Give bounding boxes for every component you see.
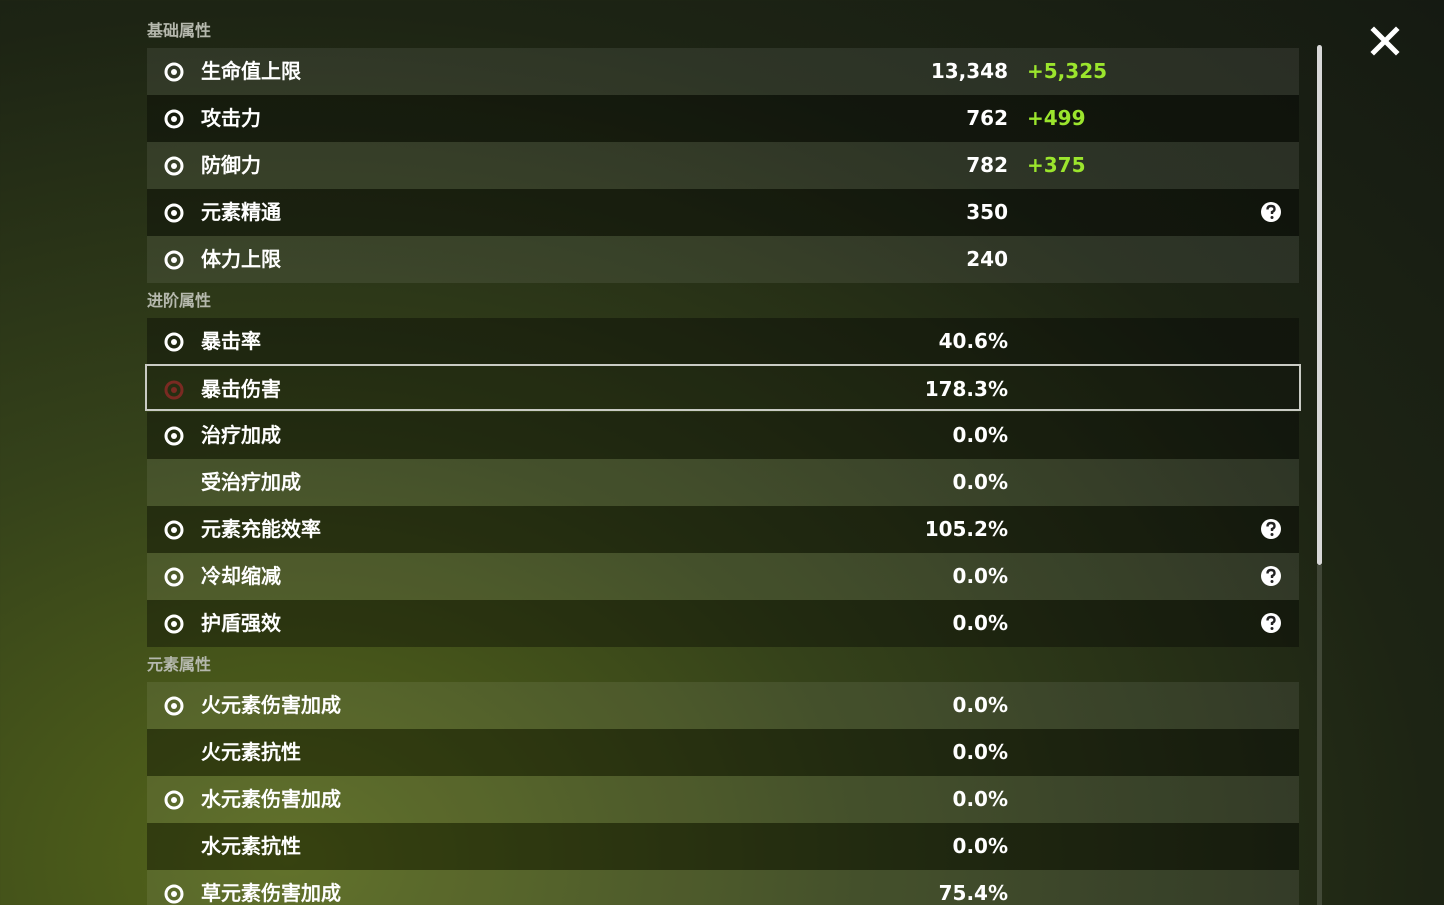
section-title: 进阶属性 — [147, 291, 212, 310]
stat-value: 178.3% — [924, 377, 1008, 401]
stat-icon — [164, 109, 184, 129]
stat-name: 水元素抗性 — [201, 834, 301, 858]
stat-icon — [164, 156, 184, 176]
stat-name: 草元素伤害加成 — [201, 881, 341, 905]
stat-row: 治疗加成 0.0% — [147, 412, 1299, 459]
stat-value: 0.0% — [952, 470, 1008, 494]
stat-name: 元素精通 — [201, 200, 281, 224]
stat-icon — [164, 380, 184, 400]
stat-name: 暴击率 — [201, 329, 261, 353]
stat-value: 350 — [966, 200, 1008, 224]
stat-row: 草元素伤害加成 75.4% — [147, 870, 1299, 905]
stat-icon — [164, 426, 184, 446]
stat-name: 火元素伤害加成 — [201, 693, 341, 717]
stat-bonus: +499 — [1027, 106, 1086, 130]
stat-row: 防御力 782 +375 — [147, 142, 1299, 189]
stat-name: 体力上限 — [201, 247, 281, 271]
stat-value: 40.6% — [938, 329, 1008, 353]
stat-value: 0.0% — [952, 423, 1008, 447]
stat-row: 受治疗加成 0.0% — [147, 459, 1299, 506]
stat-value: 0.0% — [952, 787, 1008, 811]
stat-name: 冷却缩减 — [201, 564, 281, 588]
close-button[interactable] — [1368, 24, 1402, 58]
stat-name: 水元素伤害加成 — [201, 787, 341, 811]
stat-row: 水元素伤害加成 0.0% — [147, 776, 1299, 823]
stat-name: 护盾强效 — [201, 611, 281, 635]
stat-value: 0.0% — [952, 693, 1008, 717]
stat-name: 受治疗加成 — [201, 470, 301, 494]
stat-name: 暴击伤害 — [201, 377, 281, 401]
stat-row: 体力上限 240 — [147, 236, 1299, 283]
stat-value: 782 — [966, 153, 1008, 177]
stat-value: 0.0% — [952, 564, 1008, 588]
stat-icon — [164, 250, 184, 270]
stat-name: 治疗加成 — [201, 423, 281, 447]
stat-value: 0.0% — [952, 740, 1008, 764]
stat-icon — [164, 203, 184, 223]
stat-value: 105.2% — [924, 517, 1008, 541]
stat-row: 冷却缩减 0.0% — [147, 553, 1299, 600]
stat-bonus: +375 — [1027, 153, 1086, 177]
stat-name: 防御力 — [201, 153, 261, 177]
stat-row: 元素精通 350 — [147, 189, 1299, 236]
stat-value: 0.0% — [952, 611, 1008, 635]
help-icon[interactable] — [1260, 518, 1282, 540]
stat-icon — [164, 790, 184, 810]
stat-value: 0.0% — [952, 834, 1008, 858]
stat-icon — [164, 332, 184, 352]
stat-icon — [164, 884, 184, 904]
stat-icon — [164, 567, 184, 587]
stat-name: 火元素抗性 — [201, 740, 301, 764]
scrollbar[interactable] — [1317, 45, 1322, 565]
stat-row: 暴击率 40.6% — [147, 318, 1299, 365]
stat-icon — [164, 520, 184, 540]
stat-value: 13,348 — [930, 59, 1008, 83]
stat-icon — [164, 62, 184, 82]
stat-bonus: +5,325 — [1027, 59, 1108, 83]
stat-row: 暴击伤害 178.3% — [145, 364, 1301, 411]
stat-icon — [164, 696, 184, 716]
stat-row: 元素充能效率 105.2% — [147, 506, 1299, 553]
stat-row: 火元素抗性 0.0% — [147, 729, 1299, 776]
stat-row: 水元素抗性 0.0% — [147, 823, 1299, 870]
stat-icon — [164, 614, 184, 634]
stat-name: 元素充能效率 — [201, 517, 321, 541]
stat-name: 攻击力 — [201, 106, 261, 130]
section-title: 元素属性 — [147, 655, 212, 674]
help-icon[interactable] — [1260, 565, 1282, 587]
stat-row: 火元素伤害加成 0.0% — [147, 682, 1299, 729]
stat-row: 生命值上限 13,348 +5,325 — [147, 48, 1299, 95]
stat-value: 240 — [966, 247, 1008, 271]
stat-row: 护盾强效 0.0% — [147, 600, 1299, 647]
stat-name: 生命值上限 — [201, 59, 301, 83]
help-icon[interactable] — [1260, 612, 1282, 634]
help-icon[interactable] — [1260, 201, 1282, 223]
scroll-track — [1317, 565, 1322, 905]
stat-value: 762 — [966, 106, 1008, 130]
section-title: 基础属性 — [147, 21, 212, 40]
stat-value: 75.4% — [938, 881, 1008, 905]
stat-row: 攻击力 762 +499 — [147, 95, 1299, 142]
